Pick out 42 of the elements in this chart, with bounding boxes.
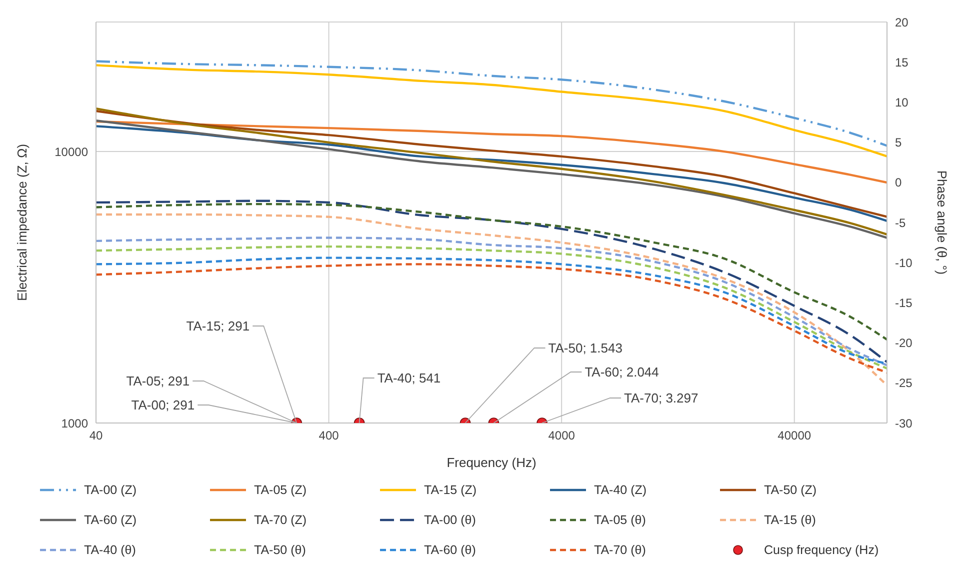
annotation: TA-05; 291 [126,374,190,388]
annotation: TA-70; 3.297 [624,390,698,406]
y2-tick-label: -5 [895,216,906,230]
y2-tick-label: -30 [895,416,913,430]
legend-label: TA-00 (Z) [84,483,137,497]
x-tick-label: 40000 [778,428,812,443]
legend-label: TA-15 (θ) [764,513,816,527]
y2-tick-label: 15 [895,55,909,70]
legend-label: TA-50 (Z) [764,483,817,497]
legend-label: TA-40 (Z) [594,483,647,497]
y-axis-title: Electrical impedance (Z, Ω) [14,144,30,302]
y2-axis-title: Phase angle (θ, °) [934,170,950,275]
legend-label: TA-40 (θ) [84,543,136,557]
legend-label: TA-00 (θ) [424,513,476,527]
y2-tick-label: 0 [895,176,902,190]
legend-label: Cusp frequency (Hz) [764,543,879,557]
y2-tick-label: -10 [895,256,913,270]
annotation: TA-00; 291 [131,398,195,412]
x-tick-label: 4000 [548,428,576,443]
legend-label: TA-60 (Z) [84,513,137,527]
legend-label: TA-15 (Z) [424,483,477,497]
y2-tick-label: 5 [895,136,902,150]
annotation: TA-50; 1.543 [548,340,622,356]
y2-tick-label: -15 [895,296,913,310]
x-tick-label: 400 [318,428,340,443]
legend-label: TA-70 (Z) [254,513,307,527]
legend-label: TA-50 (θ) [254,543,306,557]
legend-label: TA-70 (θ) [594,543,646,557]
annotation: TA-60; 2.044 [584,364,659,380]
x-axis-title: Frequency (Hz) [446,455,536,470]
legend-label: TA-60 (θ) [424,543,476,557]
y2-tick-label: -20 [895,336,913,350]
annotation: TA-40; 541 [377,370,441,386]
y2-tick-label: -25 [895,376,913,390]
y2-tick-label: 10 [895,95,909,110]
y-tick-label: 1000 [61,416,88,430]
legend-label: TA-05 (Z) [254,483,307,497]
annotation: TA-15; 291 [186,318,250,334]
legend-label: TA-05 (θ) [594,513,646,527]
x-tick-label: 40 [89,428,103,443]
y2-tick-label: 20 [895,15,909,30]
y-tick-label: 10000 [54,144,88,159]
